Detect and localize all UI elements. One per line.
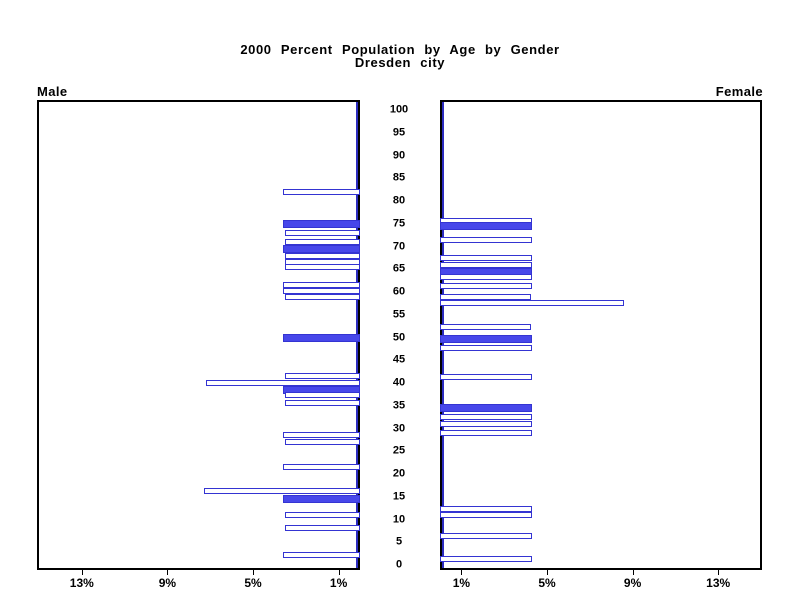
- female-zero-axis-line: [442, 102, 444, 568]
- bar-male-age-61.5: [282, 282, 360, 289]
- chart-subtitle: Dresden city: [354, 55, 446, 70]
- bar-male-age-40: [205, 380, 360, 386]
- bar-female-age-6.3: [440, 533, 533, 540]
- bar-female-age-31: [440, 420, 533, 427]
- age-tick-label: 100: [389, 103, 409, 116]
- age-tick-label: 55: [392, 308, 406, 321]
- female-pct-tick-label: 13%: [706, 576, 731, 590]
- bar-male-age-68: [285, 252, 360, 259]
- age-tick-label: 45: [392, 353, 406, 366]
- bar-male-age-58.8: [285, 294, 360, 301]
- bar-male-age-35.5: [285, 400, 360, 407]
- age-tick-label: 10: [392, 513, 406, 525]
- female-panel-label: Female: [715, 84, 763, 99]
- female-pct-tick-label: 5%: [538, 576, 556, 590]
- bar-male-age-2.3: [282, 551, 360, 558]
- bar-female-age-71.5: [440, 236, 533, 243]
- age-tick-label: 50: [392, 331, 406, 343]
- age-tick-label: 0: [395, 558, 403, 571]
- bar-male-age-65.5: [285, 263, 360, 270]
- bar-female-age-63.2: [440, 274, 533, 281]
- bar-male-age-8.2: [285, 524, 360, 531]
- male-pct-tick-label: 5%: [244, 576, 262, 590]
- bar-male-age-75: [282, 219, 360, 228]
- bar-male-age-41.5: [285, 373, 360, 380]
- age-tick-label: 30: [392, 422, 406, 434]
- male-panel-label: Male: [37, 84, 68, 99]
- bar-male-age-71: [285, 238, 360, 245]
- bar-male-age-28.5: [282, 432, 360, 439]
- bar-female-age-52.4: [440, 323, 531, 330]
- bar-female-age-67.5: [440, 254, 533, 261]
- age-tick-label: 20: [392, 467, 406, 480]
- bar-female-age-34.6: [440, 403, 533, 412]
- bar-female-age-74.5: [440, 222, 533, 231]
- female-pct-tick: [461, 570, 463, 575]
- bar-male-age-14.5: [282, 495, 360, 504]
- bar-male-age-69.5: [282, 244, 360, 253]
- male-pct-tick-label: 13%: [69, 576, 94, 590]
- male-pct-tick-label: 9%: [158, 576, 177, 590]
- female-pct-tick: [718, 570, 720, 575]
- female-pct-tick-label: 9%: [623, 576, 642, 590]
- chart-title: 2000 Percent Population by Age by Gender: [240, 42, 560, 57]
- age-tick-label: 40: [392, 376, 406, 389]
- bar-male-age-82: [282, 188, 360, 195]
- female-pct-tick-label: 1%: [452, 576, 471, 590]
- male-pct-tick: [81, 570, 83, 575]
- age-tick-label: 65: [392, 262, 406, 275]
- bar-male-age-11: [285, 511, 360, 518]
- bar-female-age-61.4: [440, 282, 533, 289]
- bar-female-age-12.3: [440, 506, 533, 513]
- bar-female-age-66: [440, 261, 533, 268]
- female-pct-tick: [632, 570, 634, 575]
- bar-male-age-37.3: [285, 392, 360, 399]
- bar-male-age-73: [285, 229, 360, 236]
- male-pct-tick-label: 1%: [329, 576, 348, 590]
- age-tick-label: 15: [392, 490, 406, 503]
- bar-male-age-27: [285, 439, 360, 446]
- bar-female-age-49.6: [440, 335, 533, 344]
- male-pct-tick: [253, 570, 254, 575]
- age-tick-label: 25: [392, 444, 406, 457]
- age-tick-label: 5: [395, 535, 403, 548]
- bar-female-age-32.5: [440, 414, 533, 421]
- female-panel: [440, 100, 762, 570]
- male-pct-tick: [338, 570, 340, 575]
- age-tick-label: 75: [392, 217, 406, 230]
- age-tick-label: 95: [392, 126, 406, 139]
- age-tick-label: 35: [392, 399, 406, 412]
- bar-female-age-11: [440, 511, 533, 518]
- bar-male-age-50: [282, 333, 360, 342]
- bar-female-age-29: [440, 430, 533, 437]
- bar-male-age-21.5: [282, 464, 360, 471]
- age-tick-label: 90: [392, 149, 406, 161]
- bar-female-age-58.8: [440, 294, 531, 301]
- bar-female-age-41.4: [440, 373, 533, 380]
- age-tick-label: 85: [392, 171, 406, 184]
- bar-male-age-60.2: [282, 288, 360, 295]
- age-tick-label: 60: [392, 285, 406, 298]
- age-tick-label: 80: [392, 194, 406, 207]
- bar-female-age-47.8: [440, 344, 533, 351]
- bar-female-age-1.4: [440, 555, 533, 562]
- bar-male-age-16.3: [203, 487, 360, 494]
- bar-female-age-57.5: [440, 300, 625, 307]
- age-tick-label: 70: [392, 240, 406, 252]
- male-pct-tick: [167, 570, 169, 575]
- female-pct-tick: [547, 570, 548, 575]
